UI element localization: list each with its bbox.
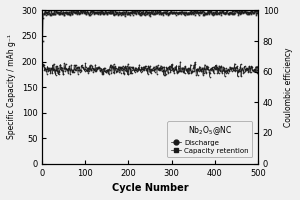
Capacity retention xyxy=(157,13,161,15)
Line: Capacity retention: Capacity retention xyxy=(42,9,259,42)
Discharge xyxy=(218,66,222,69)
Capacity retention xyxy=(169,10,172,13)
Discharge xyxy=(256,65,260,67)
Discharge xyxy=(157,67,161,70)
Capacity retention xyxy=(143,14,147,16)
Capacity retention xyxy=(251,12,255,14)
Discharge xyxy=(143,67,147,69)
Capacity retention xyxy=(41,40,44,42)
X-axis label: Cycle Number: Cycle Number xyxy=(112,183,188,193)
Discharge xyxy=(252,69,255,72)
Discharge xyxy=(178,61,182,63)
Capacity retention xyxy=(144,10,148,13)
Discharge xyxy=(41,63,44,65)
Line: Discharge: Discharge xyxy=(42,61,259,78)
Discharge xyxy=(208,76,211,78)
Legend: Discharge, Capacity retention: Discharge, Capacity retention xyxy=(167,121,252,157)
Y-axis label: Coulombic efficiency: Coulombic efficiency xyxy=(284,47,293,127)
Capacity retention xyxy=(215,8,219,11)
Capacity retention xyxy=(218,11,221,13)
Capacity retention xyxy=(256,9,260,12)
Discharge xyxy=(169,69,172,71)
Y-axis label: Specific Capacity / mAh g⁻¹: Specific Capacity / mAh g⁻¹ xyxy=(7,35,16,139)
Discharge xyxy=(144,69,148,71)
